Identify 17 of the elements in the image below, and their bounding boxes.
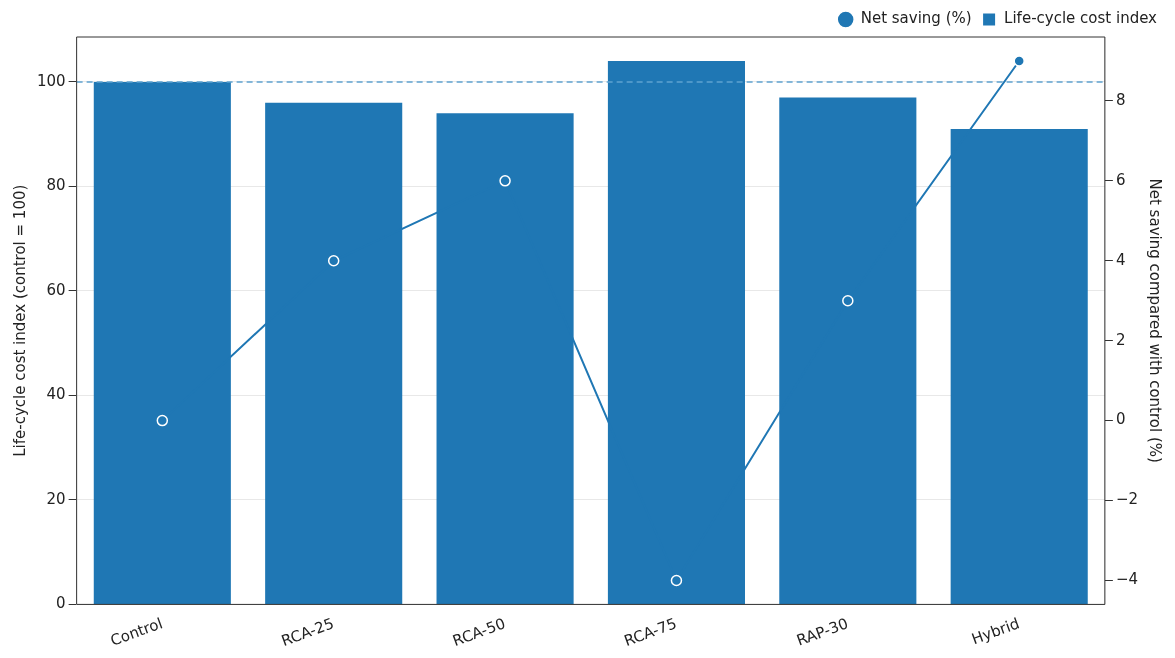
y2-tick-label: 6 bbox=[1115, 170, 1126, 189]
y2-tick-label: 0 bbox=[1115, 410, 1126, 429]
y2-tick-label: 8 bbox=[1115, 90, 1126, 109]
y-tick-label: 80 bbox=[46, 176, 66, 195]
y2-tick-label: −2 bbox=[1115, 490, 1139, 509]
y-tick-label: 0 bbox=[56, 594, 66, 613]
y-tick-label: 40 bbox=[46, 385, 66, 404]
y-tick-label: 60 bbox=[46, 280, 66, 299]
legend-label: Life-cycle cost index bbox=[1004, 9, 1158, 28]
legend-label: Net saving (%) bbox=[860, 9, 972, 28]
y2-tick-label: −4 bbox=[1115, 570, 1139, 589]
y2-tick-label: 2 bbox=[1115, 330, 1126, 349]
y2-axis-title: Net saving compared with control (%) bbox=[1146, 178, 1165, 463]
y-tick-label: 100 bbox=[36, 71, 66, 90]
y2-tick-label: 4 bbox=[1115, 250, 1126, 269]
y-axis-title: Life-cycle cost index (control = 100) bbox=[10, 184, 29, 457]
y-tick-label: 20 bbox=[46, 489, 66, 508]
